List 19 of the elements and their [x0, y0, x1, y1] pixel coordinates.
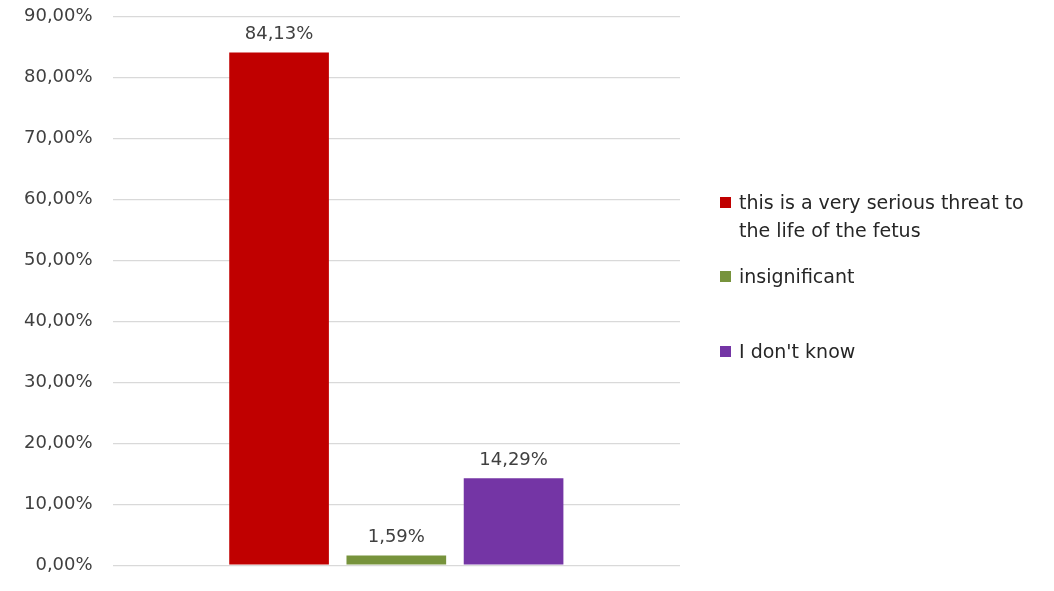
data-label: 14,29%: [479, 447, 548, 469]
y-tick-label: 50,00%: [23, 248, 93, 270]
y-tick-label: 70,00%: [23, 126, 93, 148]
legend-label: this is a very serious threat to the life of the fetus: [739, 190, 1025, 243]
y-tick-label: 80,00%: [23, 65, 93, 87]
bar: [229, 52, 329, 565]
y-tick-label: 60,00%: [23, 187, 93, 209]
data-label: 84,13%: [244, 22, 314, 44]
y-tick-label: 20,00%: [23, 431, 93, 453]
y-tick-label: 90,00%: [23, 4, 93, 26]
legend-label: insignificant: [739, 264, 855, 289]
y-tick-label: 30,00%: [23, 370, 93, 392]
bar: [346, 555, 447, 565]
y-tick-label: 10,00%: [23, 491, 93, 513]
bar: [463, 478, 564, 565]
data-label: 1,59%: [367, 525, 425, 547]
legend-label: I don't know: [739, 339, 856, 364]
y-tick-label: 40,00%: [23, 309, 93, 331]
y-tick-label: 0,00%: [35, 552, 93, 574]
